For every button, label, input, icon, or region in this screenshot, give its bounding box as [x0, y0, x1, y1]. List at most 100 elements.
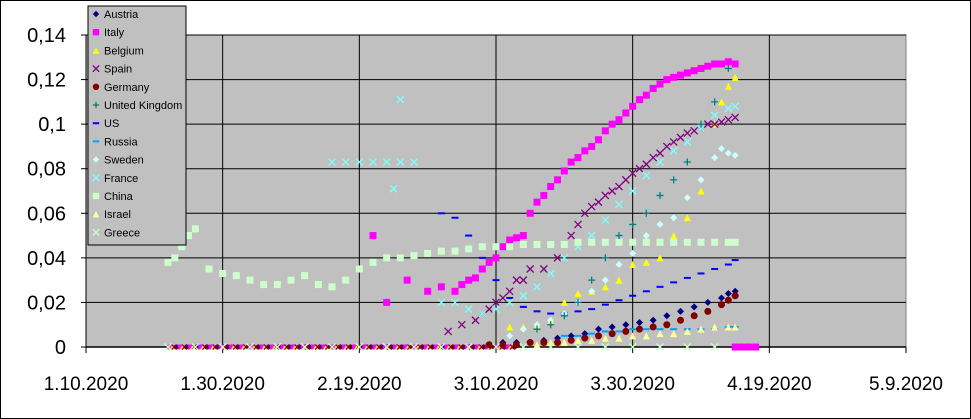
point-greece [218, 343, 227, 351]
point-china [232, 272, 240, 280]
legend-marker-china [92, 192, 100, 200]
point-china [410, 252, 418, 260]
point-italy [506, 236, 514, 244]
point-france [731, 102, 740, 111]
point-italy [485, 258, 493, 266]
series-greece [164, 343, 760, 351]
point-spain [669, 138, 678, 146]
point-spain [676, 133, 685, 142]
point-greece [519, 343, 528, 351]
point-china [383, 254, 391, 262]
point-italy [321, 344, 327, 350]
point-italy [454, 344, 460, 350]
series-italy [369, 58, 739, 306]
point-united-kingdom [670, 176, 678, 184]
point-france [451, 298, 459, 307]
series-france-extra [328, 158, 418, 166]
point-italy [362, 344, 368, 350]
point-italy [752, 343, 760, 351]
point-italy [300, 344, 306, 350]
point-china [642, 238, 650, 246]
point-sweden [588, 287, 596, 295]
point-china [560, 240, 568, 248]
point-austria [595, 325, 602, 333]
y-tick-label: 0,14 [27, 25, 66, 47]
point-greece [273, 343, 282, 351]
point-france [533, 282, 541, 291]
point-italy [574, 154, 582, 162]
point-france [464, 305, 473, 314]
point-austria [636, 318, 643, 326]
point-italy [382, 344, 388, 350]
point-spain [526, 265, 535, 273]
point-israel [731, 323, 739, 331]
point-italy [424, 287, 432, 295]
point-sweden [519, 325, 527, 333]
point-france [628, 187, 637, 195]
point-france [396, 158, 405, 166]
point-china [601, 238, 609, 246]
series-sweden [506, 145, 739, 340]
point-china [547, 240, 555, 248]
point-united-kingdom [642, 209, 650, 217]
legend-marker-austria [92, 10, 100, 18]
point-italy [656, 80, 664, 88]
point-france [410, 158, 418, 166]
point-israel [588, 336, 596, 344]
point-italy [465, 276, 473, 284]
point-united-kingdom [724, 64, 732, 72]
point-greece [628, 343, 637, 351]
point-germany [567, 336, 575, 344]
point-italy [198, 344, 204, 350]
point-greece [300, 343, 309, 351]
point-germany [724, 296, 732, 304]
point-israel [574, 336, 582, 344]
point-spain [587, 202, 596, 211]
point-china [355, 265, 363, 273]
point-italy [738, 343, 746, 351]
legend-label-united-kingdom: United Kingdom [104, 100, 182, 112]
point-sweden [670, 214, 678, 222]
point-china [273, 281, 281, 289]
point-greece [656, 343, 664, 351]
point-china [629, 238, 637, 246]
point-germany [649, 323, 657, 331]
point-china [301, 272, 309, 280]
point-spain [710, 120, 719, 129]
point-austria [690, 303, 698, 311]
point-italy [636, 96, 643, 104]
point-spain [690, 126, 699, 135]
point-germany [690, 312, 698, 320]
point-belgium [629, 261, 637, 269]
point-belgium [724, 82, 732, 90]
point-germany [581, 334, 589, 342]
point-china [492, 243, 500, 251]
point-spain [683, 129, 692, 138]
point-greece [492, 343, 500, 351]
point-israel [560, 339, 568, 347]
legend-label-sweden: Sweden [104, 155, 144, 167]
point-italy [526, 209, 534, 217]
point-china [164, 258, 172, 266]
point-italy [697, 64, 705, 72]
point-belgium [731, 73, 739, 81]
point-china [731, 238, 739, 246]
point-belgium [615, 276, 623, 284]
point-france [560, 253, 569, 262]
point-china [342, 276, 350, 284]
legend-marker-belgium [92, 47, 100, 54]
point-italy [492, 254, 500, 262]
series-us [437, 212, 739, 315]
point-greece [601, 343, 610, 351]
point-china [697, 238, 705, 246]
point-spain [492, 298, 500, 307]
point-united-kingdom [711, 98, 719, 106]
point-france [697, 124, 705, 133]
point-spain [457, 320, 466, 329]
point-israel [670, 330, 678, 338]
point-belgium [670, 232, 678, 240]
point-greece [410, 343, 418, 351]
point-italy [622, 109, 630, 117]
point-italy [683, 69, 691, 77]
